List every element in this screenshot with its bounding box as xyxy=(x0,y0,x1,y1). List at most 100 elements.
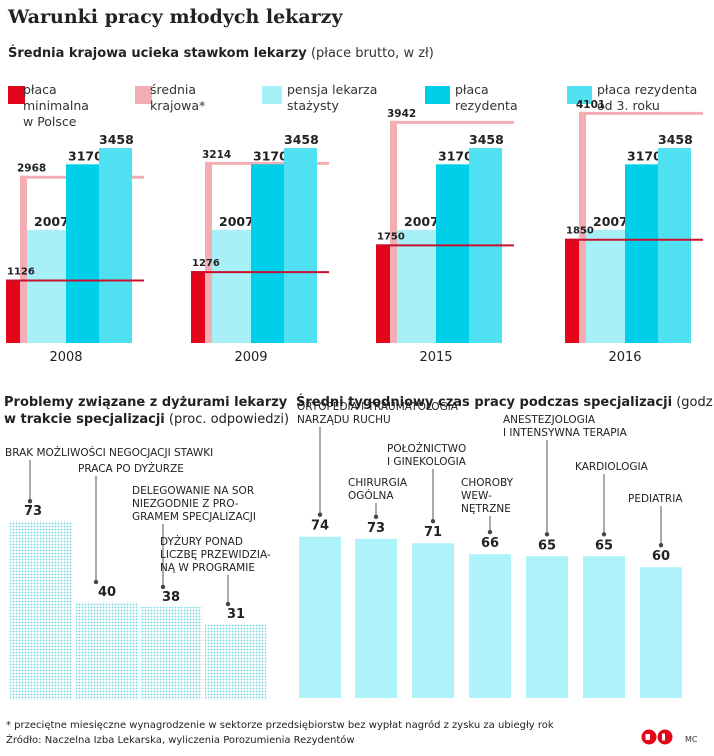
bar-avg-wage-2015 xyxy=(390,120,397,343)
bar-problem-1 xyxy=(76,602,138,700)
bar-problem-0 xyxy=(10,521,72,700)
section1-subtitle-bold: Średnia krajowa ucieka stawkom lekarzy xyxy=(8,46,307,61)
section2-title-line1: Problemy związane z dyżurami lekarzy xyxy=(4,395,288,410)
label-resident-2016: 3170 xyxy=(627,148,662,163)
bar-intern-2015 xyxy=(397,229,436,343)
footnote: * przeciętne miesięczne wynagrodzenie w … xyxy=(6,720,554,731)
x-label-2015: 2015 xyxy=(419,350,452,365)
category-label-problem-3-0: DYŻURY PONAD xyxy=(160,535,243,548)
category-label-worktime-1-0: CHIRURGIA xyxy=(348,477,408,489)
bar-min-wage-2016 xyxy=(565,238,579,343)
label-intern-2015: 2007 xyxy=(404,214,439,229)
bar-resident-3y-2009 xyxy=(284,148,317,343)
label-avg-wage-2016: 4101 xyxy=(576,99,605,111)
section2-title-line2: w trakcie specjalizacji xyxy=(4,412,165,427)
category-label-worktime-3-1: WEW- xyxy=(461,490,492,502)
bar-worktime-3 xyxy=(469,554,511,698)
leader-dot-worktime-2 xyxy=(430,519,436,524)
x-label-2008: 2008 xyxy=(49,350,82,365)
bar-avg-wage-2008 xyxy=(20,175,27,343)
section2-title-unit: (proc. odpowiedzi) xyxy=(168,412,290,427)
value-problem-1: 40 xyxy=(98,585,116,600)
bar-min-wage-2015 xyxy=(376,244,390,343)
leader-dot-worktime-1 xyxy=(373,514,379,520)
value-problem-3: 31 xyxy=(227,607,245,622)
value-worktime-5: 65 xyxy=(595,538,613,553)
legend-label-intern: pensja lekarza stażysty xyxy=(287,82,378,113)
label-resident-2015: 3170 xyxy=(438,148,473,163)
bar-problem-3 xyxy=(205,624,267,700)
leader-dot-worktime-3 xyxy=(487,529,493,535)
legend-swatch-min-wage xyxy=(8,86,25,104)
category-label-problem-2-0: DELEGOWANIE NA SOR xyxy=(132,485,254,497)
section1-subtitle: Średnia krajowa ucieka stawkom lekarzy (… xyxy=(8,46,434,61)
category-label-problem-2-2: GRAMEM SPECJALIZACJI xyxy=(132,511,256,523)
bar-problem-2 xyxy=(140,606,202,700)
label-resident-3y-2008: 3458 xyxy=(99,132,134,147)
legend-swatch-avg-wage xyxy=(135,86,152,104)
legend-label-avg-wage: średnia krajowa* xyxy=(150,82,206,113)
leader-dot-problem-1 xyxy=(93,579,99,585)
bar-intern-2008 xyxy=(27,229,66,343)
section3-title: Średni tygodniowy czas pracy podczas spe… xyxy=(296,394,714,411)
value-worktime-3: 66 xyxy=(481,536,499,551)
leader-dot-worktime-0 xyxy=(317,512,323,517)
leader-dot-problem-3 xyxy=(225,601,231,607)
category-label-worktime-6-0: PEDIATRIA xyxy=(628,493,683,505)
value-worktime-6: 60 xyxy=(652,549,670,564)
credit: MC xyxy=(685,735,698,744)
section3-title-unit: (godz.) xyxy=(676,395,714,410)
bar-worktime-6 xyxy=(640,567,682,698)
bar-worktime-1 xyxy=(355,538,397,698)
label-min-wage-2008: 1126 xyxy=(7,267,35,278)
category-label-worktime-0-1: NARZĄDU RUCHU xyxy=(297,414,391,426)
leader-dot-problem-2 xyxy=(160,584,166,590)
label-min-wage-2016: 1850 xyxy=(566,226,594,237)
label-resident-3y-2015: 3458 xyxy=(469,132,504,147)
leader-dot-worktime-6 xyxy=(658,543,664,548)
category-label-problem-3-1: LICZBĘ PRZEWIDZIA- xyxy=(160,549,271,561)
bar-resident-2008 xyxy=(66,164,99,343)
bar-intern-2009 xyxy=(212,229,251,343)
category-label-problem-1-0: PRACA PO DYŻURZE xyxy=(78,462,184,475)
bar-resident-2015 xyxy=(436,164,469,343)
legend-label-resident-3y: płaca rezydenta od 3. roku xyxy=(597,82,698,113)
leader-dot-worktime-4 xyxy=(544,532,550,537)
page-title: Warunki pracy młodych lekarzy xyxy=(8,6,343,28)
bar-avg-wage-2016 xyxy=(579,111,586,344)
category-label-worktime-3-0: CHOROBY xyxy=(461,477,514,489)
value-problem-2: 38 xyxy=(162,590,180,605)
publisher-logo xyxy=(641,729,673,745)
leader-dot-problem-0 xyxy=(27,498,33,504)
bar-worktime-2 xyxy=(412,543,454,698)
bar-worktime-4 xyxy=(526,556,568,698)
legend-label-resident: płaca rezydenta xyxy=(455,82,518,113)
value-worktime-0: 74 xyxy=(311,519,329,534)
legend-swatch-resident-3y xyxy=(567,86,592,104)
x-label-2009: 2009 xyxy=(234,350,267,365)
bar-worktime-0 xyxy=(299,536,341,698)
value-worktime-2: 71 xyxy=(424,525,442,540)
label-resident-2009: 3170 xyxy=(253,148,288,163)
x-label-2016: 2016 xyxy=(608,350,641,365)
label-resident-3y-2009: 3458 xyxy=(284,132,319,147)
bar-worktime-5 xyxy=(583,556,625,698)
bar-resident-3y-2008 xyxy=(99,148,132,343)
legend-label-min-wage: płaca minimalna w Polsce xyxy=(23,82,89,129)
legend-swatch-intern xyxy=(262,86,282,104)
value-worktime-1: 73 xyxy=(367,521,385,536)
value-worktime-4: 65 xyxy=(538,538,556,553)
category-label-worktime-4-0: ANESTEZJOLOGIA xyxy=(503,414,596,426)
label-avg-wage-2009: 3214 xyxy=(202,149,231,161)
category-label-worktime-4-1: I INTENSYWNA TERAPIA xyxy=(503,427,628,439)
label-intern-2009: 2007 xyxy=(219,214,254,229)
bar-resident-2009 xyxy=(251,164,284,343)
bar-min-wage-2008 xyxy=(6,279,20,343)
label-resident-2008: 3170 xyxy=(68,148,103,163)
label-avg-wage-2008: 2968 xyxy=(17,163,46,175)
category-label-worktime-3-2: NĘTRZNE xyxy=(461,503,511,515)
section2-title: Problemy związane z dyżurami lekarzy w t… xyxy=(4,394,289,428)
category-label-worktime-0-0: ORTOPEDIA I TRAUMATOLOGIA xyxy=(297,401,459,413)
label-intern-2008: 2007 xyxy=(34,214,69,229)
